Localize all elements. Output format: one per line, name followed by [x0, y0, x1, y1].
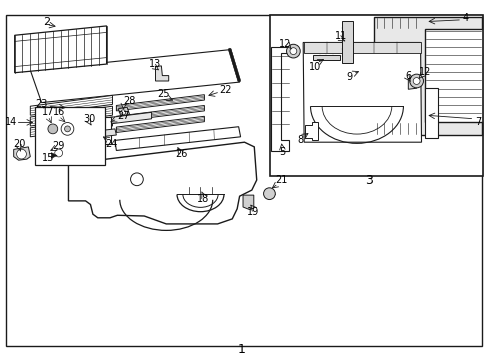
Circle shape [229, 51, 232, 54]
Circle shape [228, 50, 231, 53]
Circle shape [231, 58, 234, 61]
Text: 27: 27 [117, 111, 129, 121]
Circle shape [232, 61, 235, 64]
Polygon shape [243, 195, 253, 210]
Bar [270, 15, 482, 176]
Circle shape [229, 53, 232, 56]
Polygon shape [342, 21, 352, 63]
Text: 9: 9 [346, 72, 351, 82]
Circle shape [55, 149, 62, 157]
Text: 4: 4 [462, 13, 468, 23]
Circle shape [235, 72, 238, 76]
Circle shape [263, 188, 275, 199]
Bar [74, 117, 111, 144]
Circle shape [121, 110, 125, 115]
Text: 21: 21 [274, 175, 287, 185]
Bar [35, 107, 104, 165]
Polygon shape [271, 47, 289, 151]
Circle shape [409, 74, 423, 88]
Circle shape [412, 77, 419, 85]
Text: 11: 11 [334, 31, 347, 41]
Circle shape [236, 76, 239, 79]
Polygon shape [425, 88, 437, 138]
Polygon shape [30, 95, 112, 115]
Text: 17: 17 [41, 107, 54, 117]
Text: 2: 2 [43, 17, 50, 27]
Polygon shape [312, 55, 339, 60]
Text: 25: 25 [157, 89, 170, 99]
Circle shape [130, 173, 143, 186]
Circle shape [286, 44, 300, 58]
Polygon shape [304, 122, 317, 140]
Circle shape [17, 149, 26, 159]
Text: 5: 5 [279, 147, 285, 157]
Circle shape [237, 79, 240, 82]
Polygon shape [116, 116, 204, 132]
Polygon shape [84, 122, 104, 131]
Polygon shape [303, 42, 421, 142]
Circle shape [64, 126, 70, 132]
Polygon shape [30, 50, 239, 103]
Text: 28: 28 [123, 96, 136, 106]
Text: 10: 10 [308, 62, 321, 72]
Text: 3: 3 [365, 174, 372, 187]
Polygon shape [304, 42, 420, 53]
Text: 22: 22 [219, 85, 232, 95]
Polygon shape [118, 107, 129, 116]
Text: 16: 16 [52, 107, 65, 117]
Polygon shape [155, 66, 168, 81]
Text: 30: 30 [83, 114, 96, 124]
Text: 6: 6 [405, 71, 411, 81]
Polygon shape [30, 117, 112, 137]
Circle shape [233, 66, 236, 69]
Polygon shape [84, 112, 151, 127]
Polygon shape [373, 17, 481, 135]
Text: 8: 8 [297, 135, 303, 145]
Text: 15: 15 [41, 153, 54, 163]
Polygon shape [116, 95, 204, 111]
Text: 12: 12 [279, 39, 291, 49]
Circle shape [228, 48, 231, 51]
Polygon shape [116, 105, 204, 122]
Circle shape [230, 56, 233, 59]
Text: 24: 24 [105, 139, 118, 149]
Text: 19: 19 [246, 207, 259, 217]
Text: 12: 12 [418, 67, 431, 77]
Circle shape [289, 48, 296, 55]
Circle shape [233, 64, 236, 67]
Circle shape [48, 124, 58, 134]
Text: 7: 7 [474, 117, 480, 127]
Polygon shape [30, 106, 112, 126]
Polygon shape [68, 142, 256, 224]
Circle shape [61, 122, 74, 135]
Circle shape [236, 74, 239, 77]
Polygon shape [15, 26, 106, 73]
Circle shape [234, 68, 237, 71]
Circle shape [237, 77, 240, 80]
Text: 23: 23 [35, 99, 48, 109]
Circle shape [43, 148, 51, 156]
Polygon shape [14, 147, 30, 160]
Text: 1: 1 [238, 343, 245, 356]
Polygon shape [84, 129, 116, 139]
Text: 26: 26 [175, 149, 188, 159]
Text: 14: 14 [4, 117, 17, 127]
Circle shape [235, 71, 238, 74]
Text: 13: 13 [149, 59, 162, 69]
Polygon shape [115, 127, 240, 150]
Circle shape [232, 63, 235, 66]
Polygon shape [40, 148, 55, 156]
Text: 18: 18 [196, 194, 209, 204]
Text: 29: 29 [52, 141, 65, 151]
Polygon shape [407, 78, 416, 89]
Circle shape [231, 59, 234, 63]
Circle shape [234, 69, 237, 72]
Text: 20: 20 [13, 139, 26, 149]
Circle shape [230, 55, 233, 58]
